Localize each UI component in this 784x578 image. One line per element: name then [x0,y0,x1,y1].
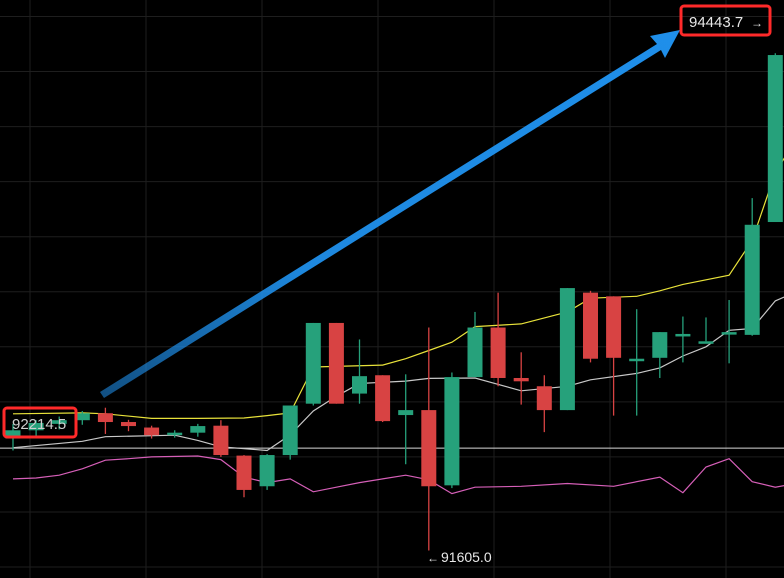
trend-arrow [100,30,680,398]
annotations: 92214.5 94443.7 → ← 91605.0 [2,4,772,565]
candle [328,322,344,404]
candle [490,292,506,387]
candle [559,288,575,411]
candle [675,316,691,363]
candle-body [398,410,414,416]
candle [629,309,645,416]
candle-body [467,327,483,378]
candle-body [421,410,437,487]
candle [74,411,90,425]
moving-average-lines [0,157,784,495]
candle-body [583,292,598,359]
high-price-label: 94443.7 [689,14,743,31]
candle [744,198,760,336]
candle-body [190,426,206,433]
candles [5,53,783,551]
candle [144,425,160,439]
candle-body [536,386,552,411]
candle [398,374,414,465]
candle [583,290,598,363]
min-price-arrow: ← [427,551,439,565]
candle-body [213,425,229,456]
candle [767,53,783,223]
candle [282,405,298,460]
candle-body [629,358,645,362]
candle-body [744,224,760,335]
candle-body [675,333,691,337]
candle [121,419,136,432]
ma-line-yellow [12,157,784,419]
high-price-highlight [679,4,772,37]
candle [352,339,367,404]
candle-body [282,405,298,456]
high-price-arrow: → [751,16,763,30]
candle [97,407,113,434]
candle-body [167,432,183,436]
candle-body [559,288,575,411]
candle-body [652,332,668,358]
low-price-highlight [2,406,78,439]
min-price-label: 91605.0 [441,549,492,565]
candle [652,332,668,378]
candle-body [513,377,529,382]
candle [375,375,391,423]
low-price-label: 92214.5 [12,416,66,433]
candle-body [490,327,506,378]
candle-body [144,427,160,436]
candle [51,416,67,430]
candle [190,423,206,437]
candle-body [74,413,90,421]
candle [259,454,275,490]
candle-body [97,413,113,423]
candle [698,317,714,344]
candle [236,455,252,498]
candle-body [305,322,321,404]
candle [606,296,622,416]
candle-body [606,296,622,358]
candle-body [51,420,67,424]
candle [305,322,321,406]
candle-body [352,376,367,394]
candle-body [328,322,344,404]
candle [167,430,183,438]
candle [513,352,529,405]
candle-body [236,455,252,490]
candle-body [5,430,21,439]
candle-body [259,455,275,487]
candle [721,300,737,364]
candle [213,420,229,457]
candle-body [121,422,136,427]
candle-body [28,422,44,431]
candle [536,375,552,433]
ma-line-pink [12,455,784,495]
candle [28,420,44,437]
candle-body [375,375,391,422]
candle-body [721,332,737,335]
candle-body [698,341,714,344]
candle [467,311,483,378]
candle [444,372,460,489]
candle [421,327,437,551]
candle-body [444,377,460,486]
candle-body [767,55,783,223]
